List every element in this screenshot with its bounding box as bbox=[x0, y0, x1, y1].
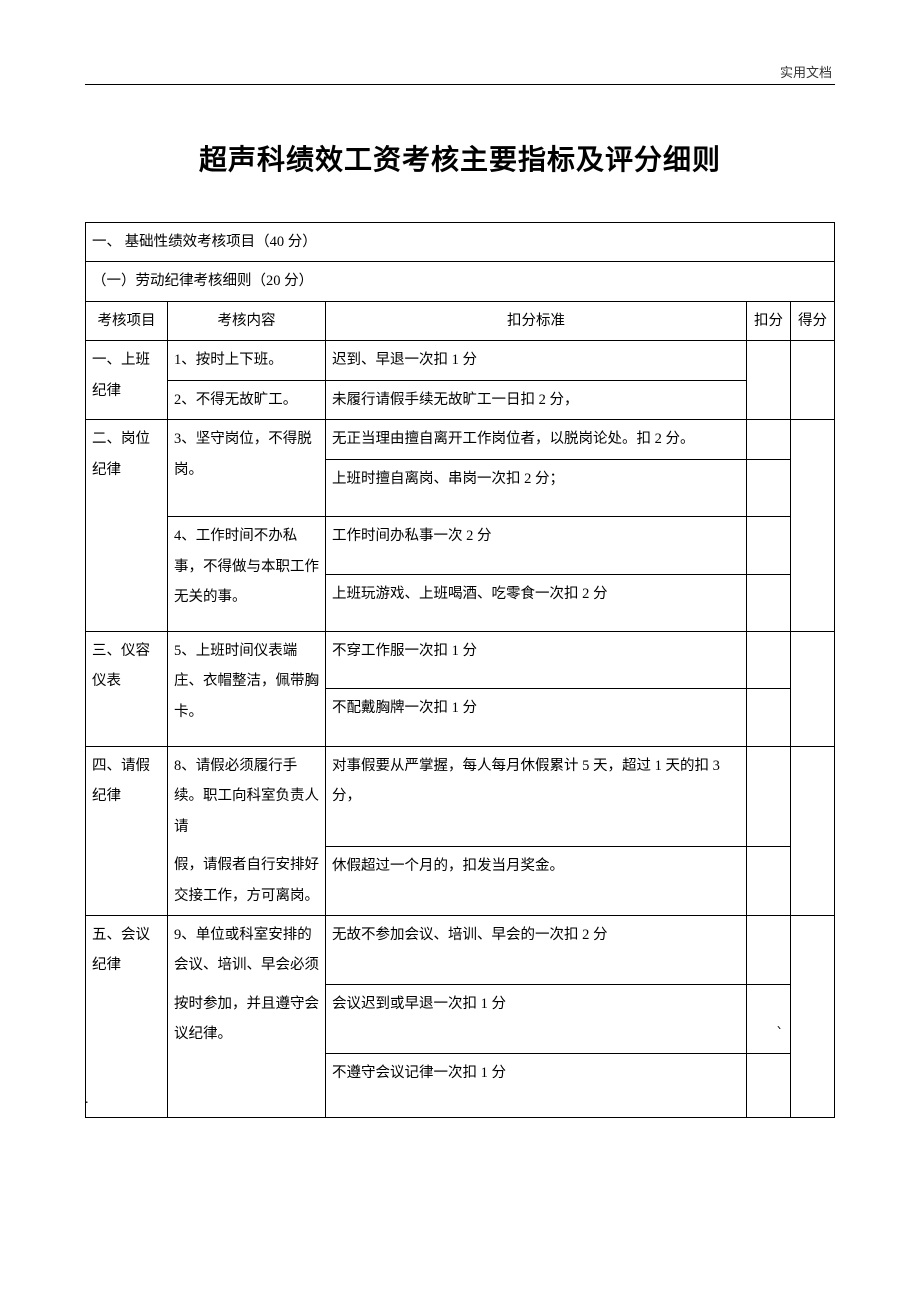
content-cell: 假，请假者自行安排好交接工作，方可离岗。 bbox=[168, 846, 326, 915]
content-cell: 2、不得无故旷工。 bbox=[168, 380, 326, 419]
deduct-cell bbox=[746, 1054, 790, 1117]
item-cell: 四、请假纪律 bbox=[86, 746, 168, 915]
section-row-2: （一）劳动纪律考核细则（20 分） bbox=[86, 262, 835, 301]
deduct-cell bbox=[746, 631, 790, 688]
deduct-cell bbox=[746, 341, 790, 420]
table-row: 三、仪容仪表 5、上班时间仪表端庄、衣帽整洁，佩带胸卡。 不穿工作服一次扣 1 … bbox=[86, 631, 835, 688]
table-row: 不遵守会议记律一次扣 1 分 bbox=[86, 1054, 835, 1117]
standard-cell: 不配戴胸牌一次扣 1 分 bbox=[326, 689, 747, 746]
standard-cell: 上班玩游戏、上班喝酒、吃零食一次扣 2 分 bbox=[326, 574, 747, 631]
standard-cell: 上班时擅自离岗、串岗一次扣 2 分； bbox=[326, 459, 747, 516]
content-cell: 按时参加，并且遵守会议纪律。 bbox=[168, 985, 326, 1054]
deduct-cell bbox=[746, 459, 790, 516]
standard-cell: 对事假要从严掌握，每人每月休假累计 5 天，超过 1 天的扣 3 分， bbox=[326, 746, 747, 846]
table-row: 五、会议纪律 9、单位或科室安排的会议、培训、早会必须 无故不参加会议、培训、早… bbox=[86, 916, 835, 985]
col-header-deduct: 扣分 bbox=[746, 301, 790, 340]
standard-cell: 无故不参加会议、培训、早会的一次扣 2 分 bbox=[326, 916, 747, 985]
score-cell bbox=[790, 916, 834, 1118]
deduct-cell bbox=[746, 746, 790, 846]
col-header-score: 得分 bbox=[790, 301, 834, 340]
document-title: 超声科绩效工资考核主要指标及评分细则 bbox=[85, 138, 835, 178]
deduct-cell bbox=[746, 689, 790, 746]
deduct-cell bbox=[746, 420, 790, 459]
standard-cell: 休假超过一个月的，扣发当月奖金。 bbox=[326, 846, 747, 915]
deduct-cell bbox=[746, 916, 790, 985]
page-container: 实用文档 超声科绩效工资考核主要指标及评分细则 一、 基础性绩效考核项目（40 … bbox=[0, 0, 920, 1158]
score-cell bbox=[790, 746, 834, 915]
table-row: 一、上班纪律 1、按时上下班。 迟到、早退一次扣 1 分 bbox=[86, 341, 835, 380]
table-row: 假，请假者自行安排好交接工作，方可离岗。 休假超过一个月的，扣发当月奖金。 bbox=[86, 846, 835, 915]
deduct-cell bbox=[746, 574, 790, 631]
content-cell: 8、请假必须履行手续。职工向科室负责人请 bbox=[168, 746, 326, 846]
col-header-content: 考核内容 bbox=[168, 301, 326, 340]
standard-cell: 无正当理由擅自离开工作岗位者，以脱岗论处。扣 2 分。 bbox=[326, 420, 747, 459]
section-1-title: 一、 基础性绩效考核项目（40 分） bbox=[86, 223, 835, 262]
standard-cell: 不遵守会议记律一次扣 1 分 bbox=[326, 1054, 747, 1117]
standard-cell: 不穿工作服一次扣 1 分 bbox=[326, 631, 747, 688]
content-cell: 9、单位或科室安排的会议、培训、早会必须 bbox=[168, 916, 326, 985]
content-cell: 1、按时上下班。 bbox=[168, 341, 326, 380]
table-row: 4、工作时间不办私事，不得做与本职工作无关的事。 工作时间办私事一次 2 分 bbox=[86, 517, 835, 574]
item-cell: 五、会议纪律 bbox=[86, 916, 168, 1118]
standard-cell: 工作时间办私事一次 2 分 bbox=[326, 517, 747, 574]
assessment-table: 一、 基础性绩效考核项目（40 分） （一）劳动纪律考核细则（20 分） 考核项… bbox=[85, 222, 835, 1118]
item-cell: 一、上班纪律 bbox=[86, 341, 168, 420]
content-cell bbox=[168, 1054, 326, 1117]
item-cell: 二、岗位纪律 bbox=[86, 420, 168, 632]
deduct-cell: ` bbox=[746, 985, 790, 1054]
table-header-row: 考核项目 考核内容 扣分标准 扣分 得分 bbox=[86, 301, 835, 340]
content-cell: 5、上班时间仪表端庄、衣帽整洁，佩带胸卡。 bbox=[168, 631, 326, 746]
section-2-title: （一）劳动纪律考核细则（20 分） bbox=[86, 262, 835, 301]
standard-cell: 会议迟到或早退一次扣 1 分 bbox=[326, 985, 747, 1054]
deduct-cell bbox=[746, 846, 790, 915]
score-cell bbox=[790, 631, 834, 746]
section-row-1: 一、 基础性绩效考核项目（40 分） bbox=[86, 223, 835, 262]
item-cell: 三、仪容仪表 bbox=[86, 631, 168, 746]
footer-dot: . bbox=[85, 1092, 89, 1108]
content-cell: 4、工作时间不办私事，不得做与本职工作无关的事。 bbox=[168, 517, 326, 632]
header-label: 实用文档 bbox=[780, 62, 832, 81]
standard-cell: 未履行请假手续无故旷工一日扣 2 分， bbox=[326, 380, 747, 419]
backtick-mark: ` bbox=[776, 1026, 784, 1042]
score-cell bbox=[790, 420, 834, 632]
table-row: 2、不得无故旷工。 未履行请假手续无故旷工一日扣 2 分， bbox=[86, 380, 835, 419]
content-cell: 3、坚守岗位，不得脱岗。 bbox=[168, 420, 326, 517]
header-rule bbox=[85, 84, 835, 85]
standard-cell: 迟到、早退一次扣 1 分 bbox=[326, 341, 747, 380]
deduct-cell bbox=[746, 517, 790, 574]
score-cell bbox=[790, 341, 834, 420]
col-header-item: 考核项目 bbox=[86, 301, 168, 340]
table-row: 四、请假纪律 8、请假必须履行手续。职工向科室负责人请 对事假要从严掌握，每人每… bbox=[86, 746, 835, 846]
col-header-standard: 扣分标准 bbox=[326, 301, 747, 340]
table-row: 二、岗位纪律 3、坚守岗位，不得脱岗。 无正当理由擅自离开工作岗位者，以脱岗论处… bbox=[86, 420, 835, 459]
table-row: 按时参加，并且遵守会议纪律。 会议迟到或早退一次扣 1 分 ` bbox=[86, 985, 835, 1054]
